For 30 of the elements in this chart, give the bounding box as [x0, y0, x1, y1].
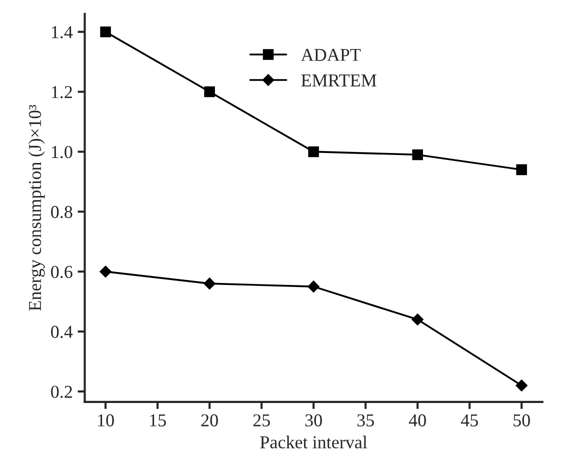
x-axis-title: Packet interval — [260, 436, 368, 448]
y-tick-label: 0.8 — [51, 206, 72, 218]
point — [204, 278, 216, 290]
y-tick-label: 0.4 — [51, 326, 73, 338]
legend-label: EMRTEM — [301, 74, 376, 86]
point — [308, 280, 320, 292]
point — [204, 86, 215, 98]
x-tick-label: 10 — [98, 414, 114, 426]
point — [100, 266, 112, 278]
x-tick-label: 45 — [460, 414, 478, 426]
point — [516, 164, 527, 176]
x-tick-label: 50 — [514, 414, 530, 426]
point — [308, 146, 319, 158]
x-tick-label: 25 — [253, 414, 270, 426]
point — [412, 314, 424, 326]
legend-label: ADAPT — [300, 48, 361, 61]
x-tick-label: 20 — [201, 414, 218, 426]
x-tick-label: 35 — [357, 414, 374, 426]
x-tick-label: 15 — [150, 414, 166, 426]
point — [412, 149, 423, 160]
y-tick-label: 1.4 — [52, 26, 73, 38]
x-tick-label: 30 — [305, 414, 322, 426]
y-tick-label: 0.6 — [51, 266, 72, 278]
y-tick-label: 1.2 — [52, 86, 72, 98]
point — [516, 380, 528, 392]
x-tick-label: 40 — [408, 414, 426, 426]
y-axis-title: Energy consumption (J)×10³ — [28, 104, 45, 311]
y-tick-label: 1.0 — [52, 146, 72, 158]
y-tick-label: 0.2 — [51, 386, 72, 398]
point — [100, 26, 111, 38]
